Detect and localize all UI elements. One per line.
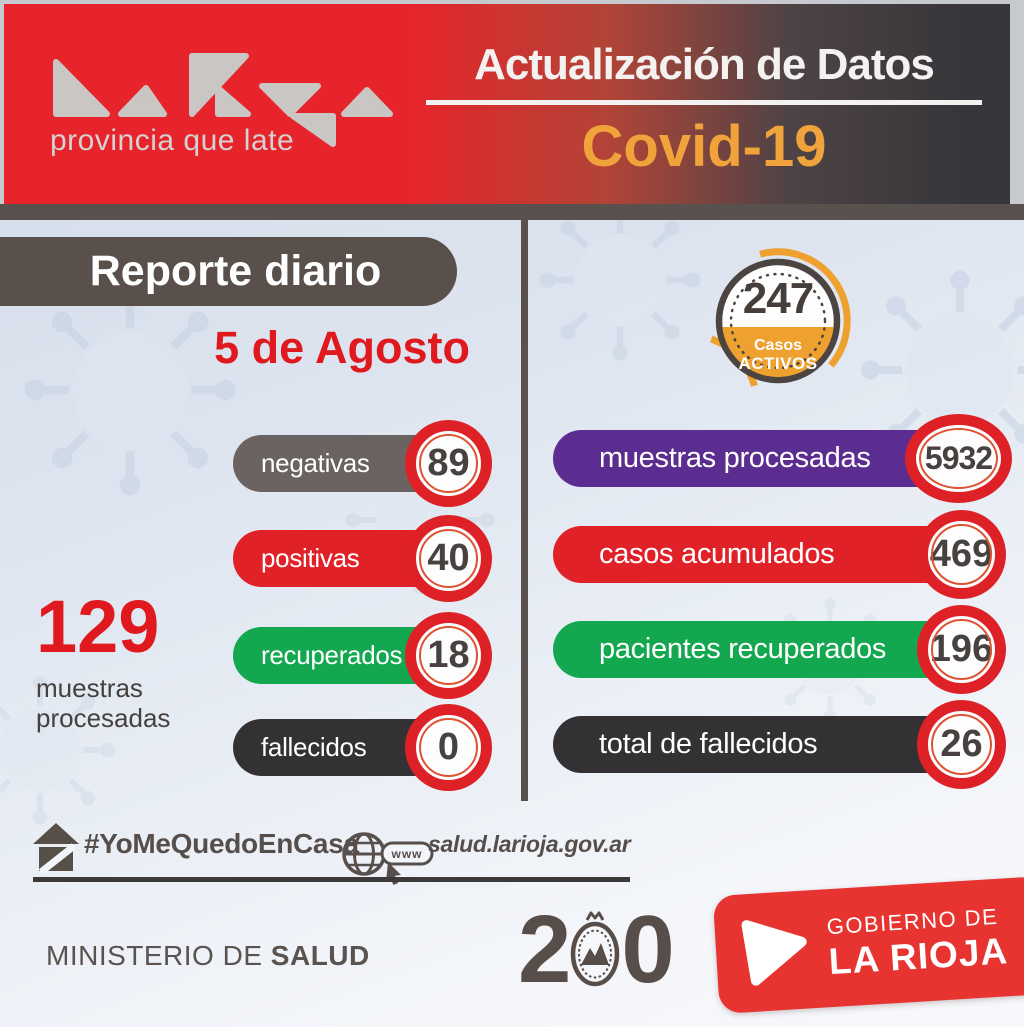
stat-label: muestras procesadas xyxy=(599,442,871,474)
active-cases-label-1: Casos xyxy=(754,337,802,354)
active-cases-label-2: ACTIVOS xyxy=(738,354,817,373)
stat-value-badge: 26 xyxy=(917,700,1006,789)
stat-value-badge: 0 xyxy=(405,704,492,791)
content: Reporte diario 5 de Agosto 129 muestras … xyxy=(0,220,1024,1027)
government-ribbon: GOBIERNO DE LA RIOJA xyxy=(712,876,1024,1014)
header-title: Actualización de Datos xyxy=(474,40,935,89)
stat-value-badge: 18 xyxy=(405,612,492,699)
header: provincia que late Actualización de Dato… xyxy=(4,4,1010,204)
daily-samples-block: 129 muestras procesadas xyxy=(36,585,171,734)
stat-value-badge: 89 xyxy=(405,420,492,507)
report-title-pill: Reporte diario xyxy=(0,237,457,306)
header-title-block: Actualización de Datos Covid-19 xyxy=(426,40,982,180)
total-pacientes-recuperados: pacientes recuperados 196 xyxy=(553,605,1006,694)
footer-divider-line xyxy=(33,877,630,882)
stat-label: fallecidos xyxy=(261,732,367,762)
www-label: www xyxy=(390,847,422,861)
bicentennial-emblem xyxy=(571,911,620,987)
bicentennial-digit-2: 2 xyxy=(518,896,571,1004)
cursor-icon xyxy=(386,862,401,885)
bicentennial-digit-0: 0 xyxy=(621,896,674,1004)
stat-label: negativas xyxy=(261,448,370,478)
stat-label: positivas xyxy=(261,543,360,573)
website-url: salud.larioja.gov.ar xyxy=(428,831,631,857)
daily-samples-label: muestras procesadas xyxy=(36,673,171,733)
stat-positivas: positivas 40 xyxy=(233,515,492,602)
stat-label: total de fallecidos xyxy=(599,728,818,760)
report-title: Reporte diario xyxy=(89,247,382,295)
title-underline xyxy=(426,100,982,105)
stat-label: recuperados xyxy=(261,640,403,670)
stat-negativas: negativas 89 xyxy=(233,420,492,507)
stat-label: casos acumulados xyxy=(599,538,835,570)
stat-label: pacientes recuperados xyxy=(599,633,887,665)
daily-samples-value: 129 xyxy=(36,585,160,668)
column-divider xyxy=(521,220,528,801)
home-icon xyxy=(33,823,79,873)
la-rioja-triangles-logo xyxy=(53,53,393,147)
ministry-label: MINISTERIO DE SALUD xyxy=(46,940,370,971)
hashtag: #YoMeQuedoEnCasa xyxy=(84,828,359,859)
bicentennial-logo: 2 0 xyxy=(518,896,675,1004)
globe-www-icon: www xyxy=(342,832,434,885)
government-label: GOBIERNO DE LA RIOJA xyxy=(826,903,1009,983)
total-muestras-procesadas: muestras procesadas 5932 xyxy=(553,414,1012,503)
report-date: 5 de Agosto xyxy=(214,322,470,373)
brand-tagline: provincia que late xyxy=(50,124,295,157)
active-cases-value: 247 xyxy=(743,274,813,323)
total-casos-acumulados: casos acumulados 469 xyxy=(553,510,1006,599)
header-subtitle: Covid-19 xyxy=(581,114,827,179)
active-cases-badge: 247 Casos ACTIVOS xyxy=(703,246,853,396)
header-divider-band xyxy=(0,204,1024,220)
stat-value-badge: 469 xyxy=(917,510,1006,599)
stat-fallecidos: fallecidos 0 xyxy=(233,704,492,791)
stat-value-badge: 196 xyxy=(917,605,1006,694)
stat-value-badge: 5932 xyxy=(905,414,1012,503)
total-fallecidos: total de fallecidos 26 xyxy=(553,700,1006,789)
stat-recuperados: recuperados 18 xyxy=(233,612,492,699)
stat-value-badge: 40 xyxy=(405,515,492,602)
gobierno-triangle-icon xyxy=(741,920,807,986)
